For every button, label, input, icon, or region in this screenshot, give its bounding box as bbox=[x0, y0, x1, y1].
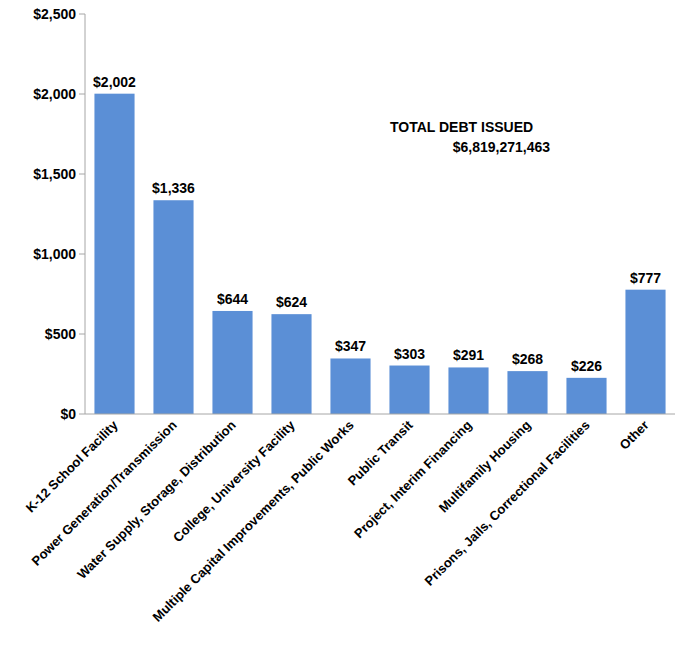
x-tick-label: Other bbox=[616, 418, 651, 453]
y-tick-label: $500 bbox=[45, 326, 76, 342]
bar bbox=[507, 371, 547, 414]
bar bbox=[153, 200, 193, 414]
y-tick-label: $0 bbox=[60, 406, 76, 422]
bar bbox=[212, 311, 252, 414]
y-tick-label: $2,000 bbox=[33, 86, 76, 102]
data-label: $777 bbox=[630, 270, 661, 286]
x-axis bbox=[85, 414, 675, 415]
bar bbox=[271, 314, 311, 414]
tick-mark bbox=[79, 14, 85, 15]
tick-mark bbox=[79, 414, 85, 415]
tick-mark bbox=[79, 254, 85, 255]
bar bbox=[330, 358, 370, 414]
annotation: TOTAL DEBT ISSUED bbox=[390, 119, 533, 135]
bar bbox=[94, 94, 134, 414]
data-label: $268 bbox=[512, 351, 543, 367]
data-label: $226 bbox=[571, 358, 602, 374]
data-label: $624 bbox=[276, 294, 307, 310]
x-tick-label: College, University Facility bbox=[170, 417, 298, 545]
bar bbox=[448, 367, 488, 414]
data-label: $1,336 bbox=[152, 180, 195, 196]
tick-mark bbox=[79, 94, 85, 95]
tick-mark bbox=[79, 334, 85, 335]
annotation: $6,819,271,463 bbox=[453, 139, 551, 155]
y-tick-label: $1,000 bbox=[33, 246, 76, 262]
y-tick-label: $1,500 bbox=[33, 166, 76, 182]
bar bbox=[389, 366, 429, 414]
bar bbox=[625, 290, 665, 414]
x-tick-label: Prisons, Jails, Correctional Facilities bbox=[422, 418, 593, 589]
tick-mark bbox=[79, 174, 85, 175]
chart: $0 $500 $1,000 $1,500 $2,000 $2,500 $2,002 $1,3… bbox=[0, 0, 680, 665]
data-label: $644 bbox=[217, 291, 248, 307]
data-label: $347 bbox=[335, 338, 366, 354]
y-tick-label: $2,500 bbox=[33, 6, 76, 22]
y-axis bbox=[85, 14, 86, 414]
bar bbox=[566, 378, 606, 414]
data-label: $303 bbox=[394, 346, 425, 362]
x-tick-label: Project, Interim Financing bbox=[351, 417, 475, 541]
data-label: $291 bbox=[453, 347, 484, 363]
data-label: $2,002 bbox=[93, 74, 136, 90]
x-tick-label: Multiple Capital Improvements, Public Wo… bbox=[150, 418, 357, 625]
